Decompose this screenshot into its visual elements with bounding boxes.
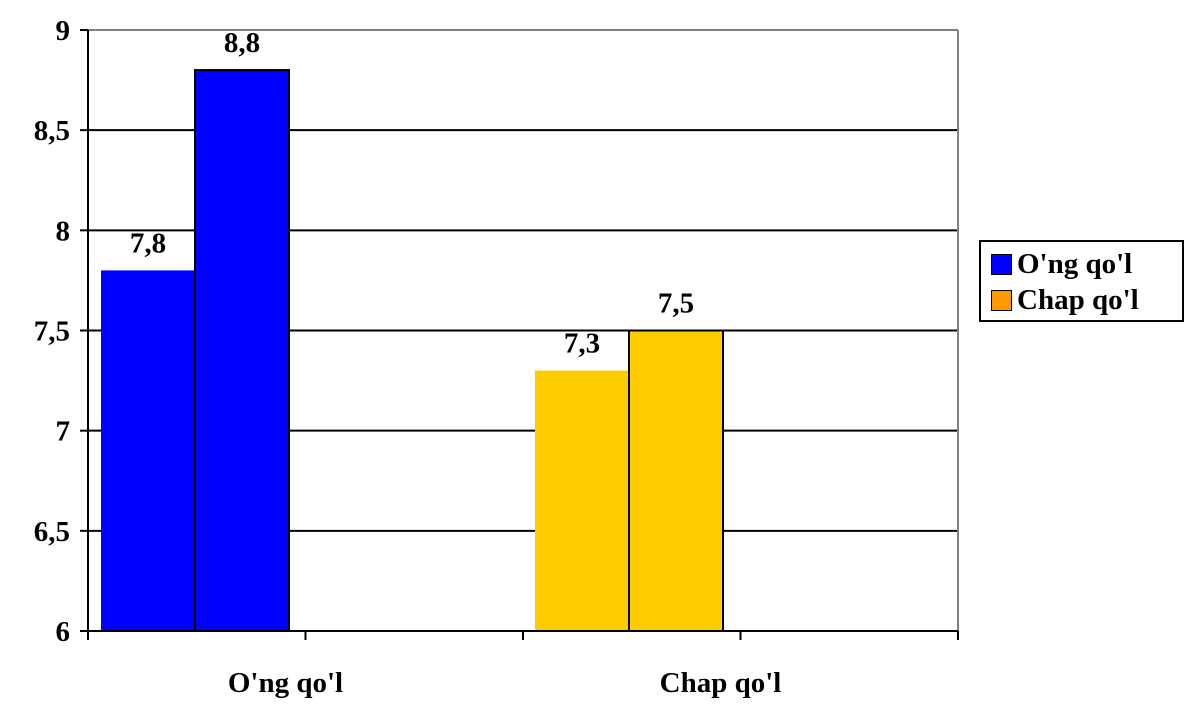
legend-swatch-left-hand	[991, 289, 1012, 311]
y-tick-label: 9	[56, 15, 71, 47]
y-tick-label: 7	[56, 416, 71, 448]
y-tick-label: 6,5	[34, 516, 70, 548]
y-tick-label: 8,5	[34, 115, 70, 147]
bar	[101, 270, 195, 631]
legend-swatch-right-hand	[991, 253, 1012, 275]
data-label: 7,5	[658, 288, 694, 320]
data-label: 7,3	[564, 328, 600, 360]
labels: 6 6,5 7 7,5 8 8,5 9 7,8 8,8 O'ng qo'l 7,3 7,5 Chap q…	[34, 15, 782, 699]
legend-label-right-hand: O'ng qo'l	[1017, 247, 1133, 280]
data-label: 7,8	[130, 227, 166, 259]
legend-label-left-hand: Chap qo'l	[1017, 283, 1139, 316]
bar	[628, 329, 724, 632]
data-label: 8,8	[224, 27, 260, 59]
y-tick-label: 7,5	[34, 316, 70, 348]
legend-item-left-hand: Chap qo'l	[991, 282, 1139, 318]
x-tick-label: O'ng qo'l	[228, 667, 343, 699]
legend: O'ng qo'l Chap qo'l	[979, 240, 1184, 322]
x-tick-label: Chap qo'l	[660, 667, 782, 699]
y-tick-label: 8	[56, 215, 71, 247]
axes	[80, 29, 959, 640]
bar	[535, 370, 629, 631]
bars	[101, 69, 724, 633]
legend-item-right-hand: O'ng qo'l	[991, 246, 1132, 282]
bar	[194, 69, 290, 633]
y-tick-label: 6	[56, 616, 71, 648]
